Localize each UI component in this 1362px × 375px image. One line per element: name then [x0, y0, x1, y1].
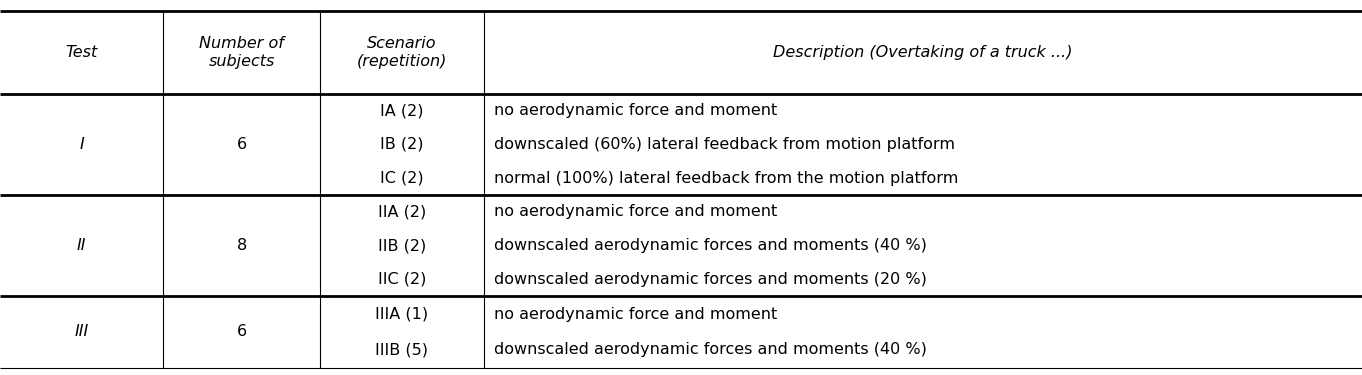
Text: downscaled (60%) lateral feedback from motion platform: downscaled (60%) lateral feedback from m… — [494, 137, 955, 152]
Text: downscaled aerodynamic forces and moments (20 %): downscaled aerodynamic forces and moment… — [494, 272, 928, 287]
Text: Test: Test — [65, 45, 98, 60]
Text: IIIA (1): IIIA (1) — [375, 307, 429, 322]
Text: Scenario
(repetition): Scenario (repetition) — [357, 36, 447, 69]
Text: downscaled aerodynamic forces and moments (40 %): downscaled aerodynamic forces and moment… — [494, 342, 928, 357]
Text: Number of
subjects: Number of subjects — [199, 36, 285, 69]
Text: III: III — [75, 324, 89, 339]
Text: IA (2): IA (2) — [380, 103, 424, 118]
Text: 8: 8 — [237, 238, 247, 253]
Text: 6: 6 — [237, 324, 247, 339]
Text: II: II — [78, 238, 86, 253]
Text: IIB (2): IIB (2) — [377, 238, 426, 253]
Text: Description (Overtaking of a truck ...): Description (Overtaking of a truck ...) — [774, 45, 1072, 60]
Text: no aerodynamic force and moment: no aerodynamic force and moment — [494, 204, 778, 219]
Text: I: I — [79, 137, 84, 152]
Text: downscaled aerodynamic forces and moments (40 %): downscaled aerodynamic forces and moment… — [494, 238, 928, 253]
Text: IIIB (5): IIIB (5) — [376, 342, 428, 357]
Text: IB (2): IB (2) — [380, 137, 424, 152]
Text: 6: 6 — [237, 137, 247, 152]
Text: IIA (2): IIA (2) — [377, 204, 426, 219]
Text: IC (2): IC (2) — [380, 171, 424, 186]
Text: IIC (2): IIC (2) — [377, 272, 426, 287]
Text: no aerodynamic force and moment: no aerodynamic force and moment — [494, 103, 778, 118]
Text: no aerodynamic force and moment: no aerodynamic force and moment — [494, 307, 778, 322]
Text: normal (100%) lateral feedback from the motion platform: normal (100%) lateral feedback from the … — [494, 171, 959, 186]
